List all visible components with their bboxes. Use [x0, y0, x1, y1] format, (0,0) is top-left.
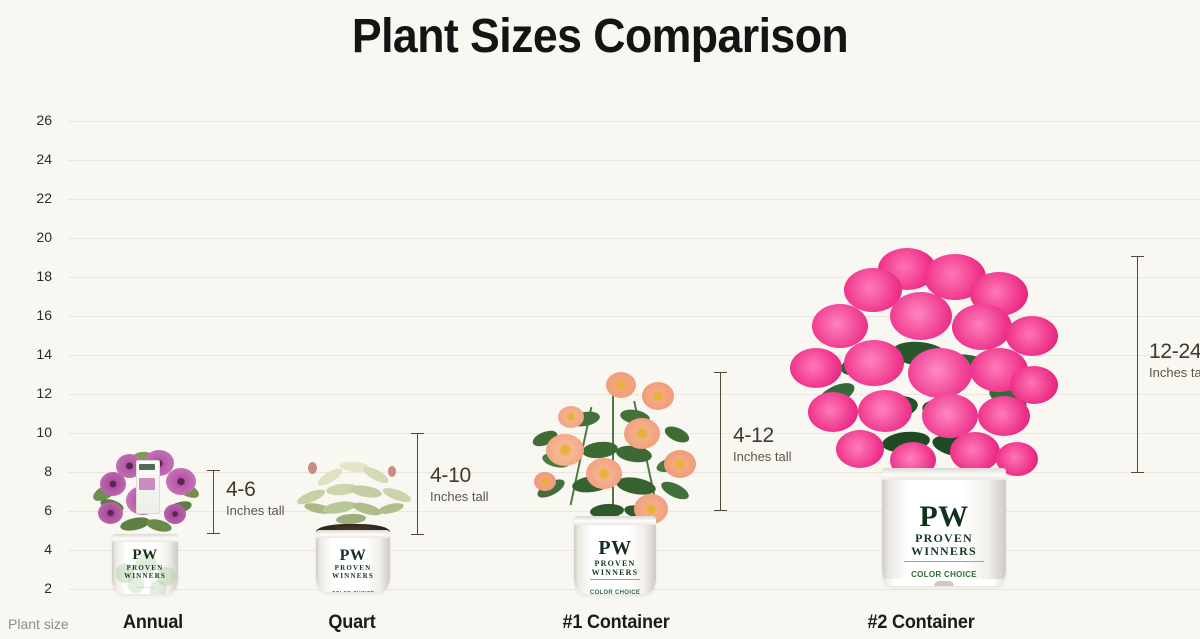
y-tick-22: 22 — [36, 190, 52, 206]
quart-pot: PW PROVEN WINNERS COLOR CHOICE FLOWERING… — [316, 530, 390, 592]
container-1-pot-brand-line2: WINNERS — [591, 568, 639, 577]
measure-quart-cap-bottom — [411, 534, 424, 535]
container-1-pot-brand-line1: PROVEN — [594, 559, 636, 568]
gridline-16 — [68, 316, 1200, 317]
y-tick-20: 20 — [36, 229, 52, 245]
y-tick-16: 16 — [36, 307, 52, 323]
measure-quart-line — [417, 433, 418, 535]
container-1-pot: PW PROVEN WINNERS COLOR CHOICE FLOWERING… — [574, 516, 656, 594]
quart-pot-pw-mark: PW — [339, 547, 367, 564]
measure-container-2-unit: Inches tall — [1149, 365, 1200, 380]
measure-annual-unit: Inches tall — [226, 503, 285, 518]
y-tick-24: 24 — [36, 151, 52, 167]
annual-foliage — [86, 448, 206, 534]
container-2-pot-brand-line1: PROVEN — [915, 531, 973, 545]
container-1-pot-pw-mark: PW — [598, 537, 632, 559]
y-tick-12: 12 — [36, 385, 52, 401]
container-2-foliage — [782, 246, 1068, 486]
plant-annual: PW PROVEN WINNERS ~~~~~~~~ — [86, 448, 206, 596]
container-2-pot-pw-mark: PW — [919, 500, 969, 533]
quart-color-choice-badge: COLOR CHOICE FLOWERING SHRUBS — [316, 582, 390, 592]
annual-pot-brand-line2: WINNERS — [124, 572, 166, 580]
quart-badge-line: COLOR CHOICE — [332, 591, 375, 592]
gridline-12 — [68, 394, 1200, 395]
plant-container-2: PW PROVEN WINNERS COLOR CHOICE FLOWERING… — [782, 246, 1068, 596]
container-1-foliage — [524, 366, 704, 526]
measure-container-1-range: 4-12 — [733, 424, 774, 447]
y-tick-26: 26 — [36, 112, 52, 128]
container-1-badge-line: COLOR CHOICE — [589, 590, 641, 594]
y-tick-4: 4 — [44, 541, 52, 557]
measure-quart-range: 4-10 — [430, 464, 471, 487]
category-label-quart: Quart — [328, 612, 376, 633]
y-tick-6: 6 — [44, 502, 52, 518]
container-2-badge-line: COLOR CHOICE — [911, 570, 977, 579]
measure-container-2-range: 12-24 — [1149, 340, 1200, 363]
quart-pot-brand-line2: WINNERS — [332, 572, 374, 580]
measure-container-2-cap-bottom — [1131, 472, 1144, 473]
quart-foliage — [292, 458, 416, 530]
x-axis-name: Plant size — [8, 616, 69, 632]
measure-annual-line — [213, 470, 214, 534]
gridline-14 — [68, 355, 1200, 356]
y-tick-8: 8 — [44, 463, 52, 479]
gridline-26 — [68, 121, 1200, 122]
measure-quart-unit: Inches tall — [430, 489, 489, 504]
gridline-20 — [68, 238, 1200, 239]
y-tick-14: 14 — [36, 346, 52, 362]
measure-container-1-line — [720, 372, 721, 511]
plant-container-1: PW PROVEN WINNERS COLOR CHOICE FLOWERING… — [524, 366, 704, 596]
category-label-container-2: #2 Container — [867, 612, 975, 633]
page-title: Plant Sizes Comparison — [351, 10, 849, 63]
annual-pot: PW PROVEN WINNERS ~~~~~~~~ — [112, 534, 178, 594]
measure-annual-range: 4-6 — [226, 478, 256, 501]
container-1-color-choice-badge: COLOR CHOICE FLOWERING SHRUBS — [574, 581, 656, 594]
measure-container-2-line — [1137, 256, 1138, 473]
y-tick-10: 10 — [36, 424, 52, 440]
annual-pot-brand-line1: PROVEN — [126, 564, 164, 572]
plant-quart: PW PROVEN WINNERS COLOR CHOICE FLOWERING… — [292, 458, 416, 596]
container-2-pot-brand-line2: WINNERS — [911, 544, 977, 558]
gridline-24 — [68, 160, 1200, 161]
quart-pot-brand-line1: PROVEN — [334, 564, 372, 572]
category-label-container-1: #1 Container — [562, 612, 670, 633]
measure-container-1-unit: Inches tall — [733, 449, 792, 464]
measure-container-1-cap-bottom — [714, 510, 727, 511]
y-tick-18: 18 — [36, 268, 52, 284]
gridline-8 — [68, 472, 1200, 473]
container-2-pot: PW PROVEN WINNERS COLOR CHOICE FLOWERING… — [882, 468, 1006, 586]
y-tick-2: 2 — [44, 580, 52, 596]
gridline-18 — [68, 277, 1200, 278]
category-label-annual: Annual — [122, 612, 184, 633]
gridline-22 — [68, 199, 1200, 200]
measure-annual-cap-bottom — [207, 533, 220, 534]
annual-pot-pw-mark: PW — [132, 547, 158, 563]
